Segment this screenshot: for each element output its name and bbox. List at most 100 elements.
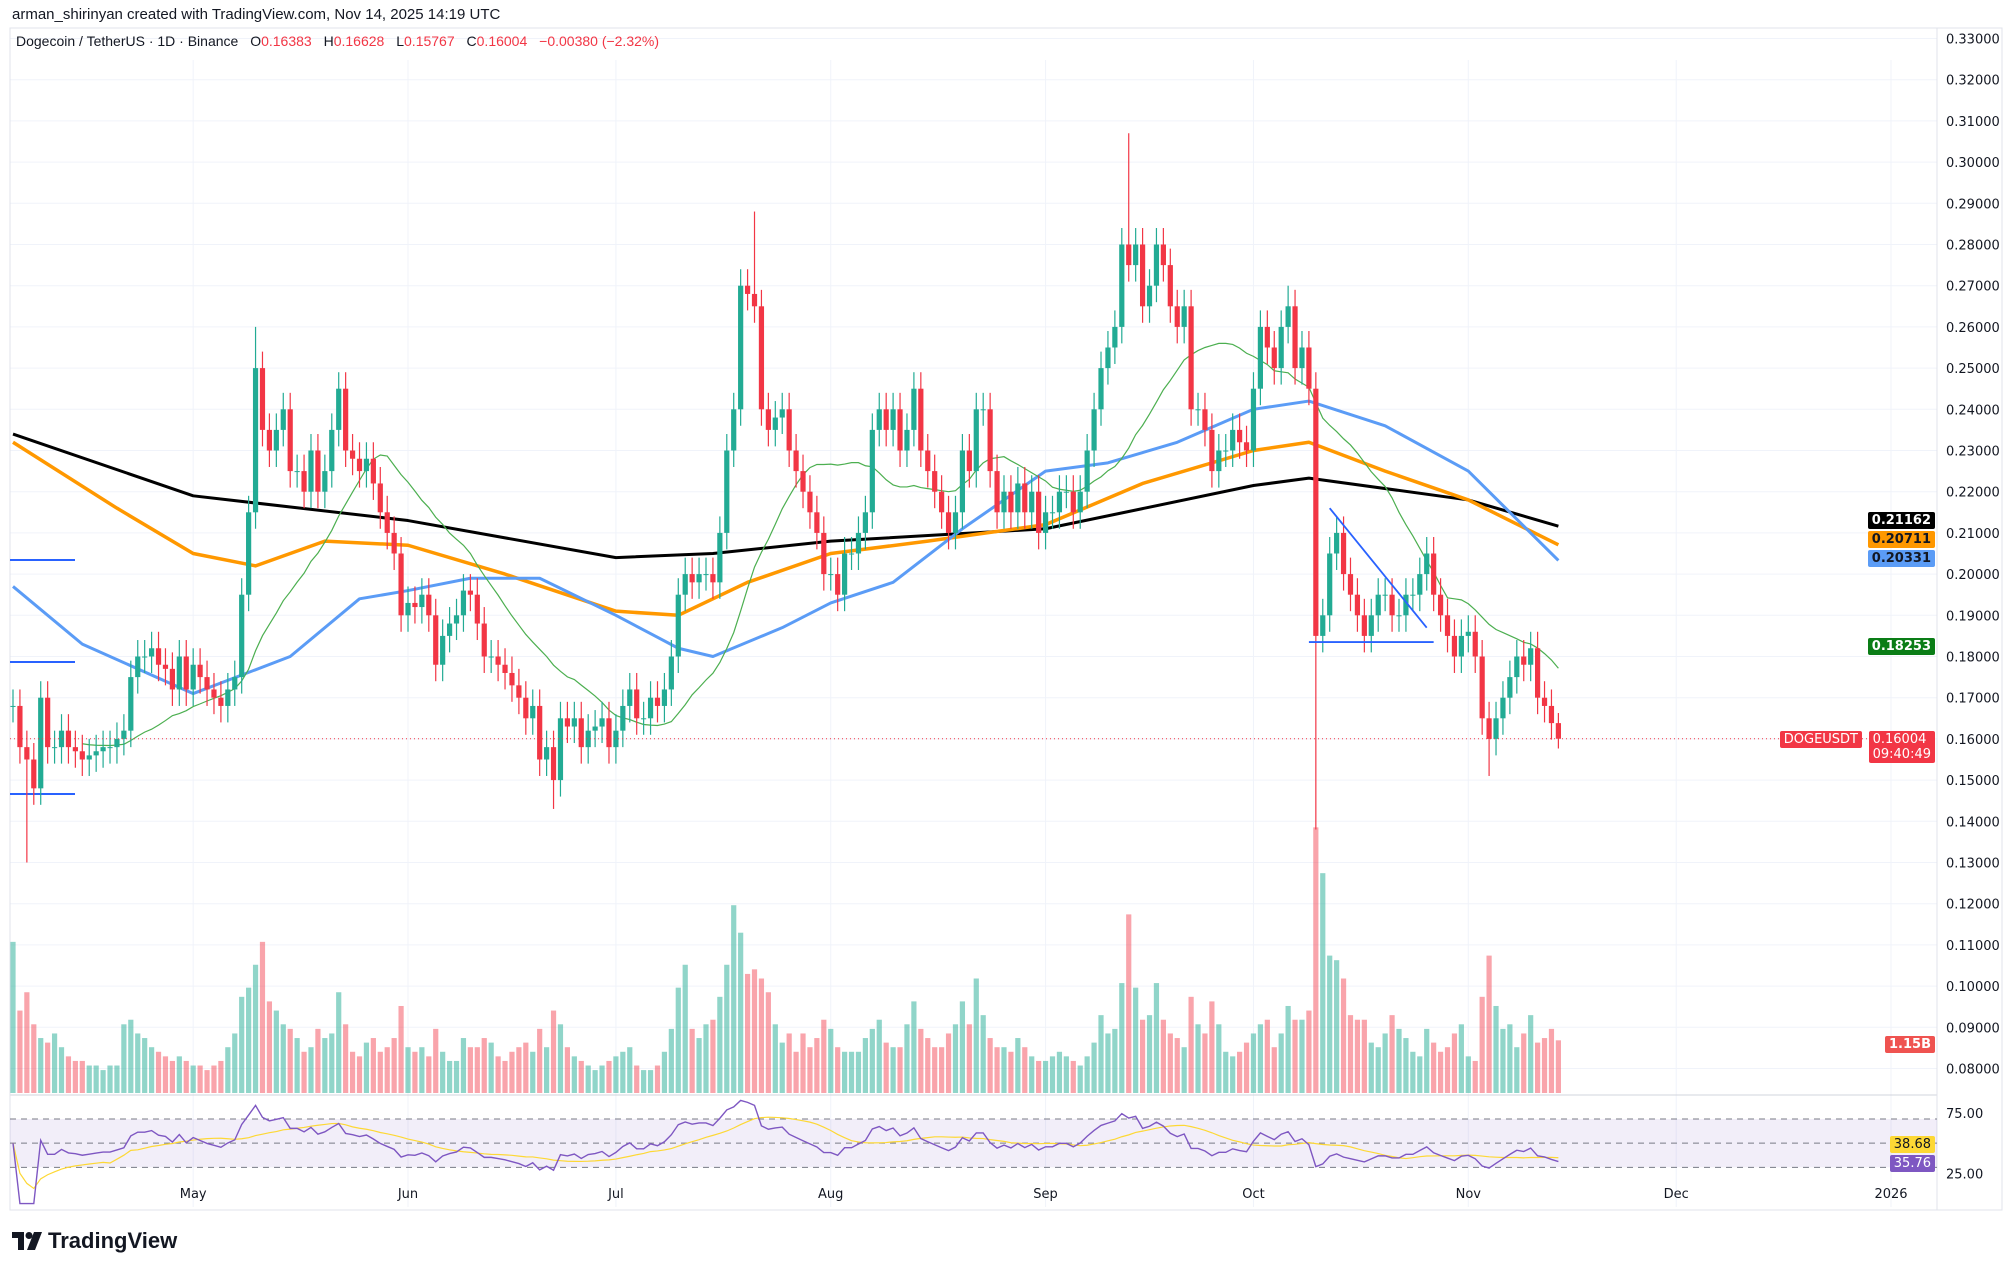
candle	[433, 598, 439, 682]
candle	[259, 351, 266, 447]
volume-bar	[613, 1056, 619, 1093]
candle-body	[668, 656, 674, 690]
candle	[509, 656, 515, 702]
volume-bar	[280, 1024, 286, 1093]
candle	[911, 372, 917, 447]
volume-bar	[1368, 1042, 1374, 1093]
candle	[426, 578, 432, 632]
candle	[668, 640, 674, 706]
candle	[1292, 289, 1298, 385]
volume-bar	[793, 1051, 799, 1093]
candle-body	[1271, 347, 1277, 369]
volume-bar	[169, 1060, 175, 1093]
volume-bar	[689, 1028, 695, 1093]
candle-body	[606, 718, 612, 748]
volume-bar	[779, 1042, 785, 1093]
volume-bar	[72, 1060, 78, 1093]
candle	[1126, 133, 1132, 282]
candle-body	[1167, 265, 1173, 307]
candle	[218, 681, 224, 723]
candle-body	[731, 409, 737, 451]
volume-bar	[883, 1042, 889, 1093]
candle	[1271, 331, 1277, 385]
volume-bar	[966, 1024, 972, 1093]
candle-body	[412, 602, 418, 608]
candle-body	[467, 590, 473, 595]
volume-bar	[772, 1024, 778, 1093]
candle	[592, 710, 598, 748]
volume-bar	[654, 1065, 661, 1093]
candle	[1264, 310, 1270, 364]
volume-bar	[959, 1001, 966, 1093]
candle	[1167, 248, 1173, 323]
candle-body	[1535, 648, 1541, 698]
volume-bar	[751, 969, 758, 1093]
volume-bar	[1479, 996, 1485, 1093]
volume-bar	[412, 1051, 418, 1093]
candle-body	[1015, 483, 1021, 513]
candle	[460, 574, 467, 632]
volume-bar	[738, 932, 744, 1093]
candle	[294, 454, 300, 488]
close-value: 0.16004	[476, 33, 528, 49]
candle	[814, 495, 820, 550]
candle-body	[266, 429, 273, 451]
candle-body	[155, 648, 162, 665]
volume-bar	[571, 1056, 577, 1093]
candle	[100, 730, 106, 768]
open-value: 0.16383	[261, 33, 312, 49]
volume-bar	[703, 1024, 709, 1093]
candle	[1105, 331, 1111, 385]
candle-body	[932, 471, 938, 492]
candle	[114, 722, 120, 764]
open-label: O	[250, 33, 262, 49]
candle-body	[100, 747, 106, 752]
symbol-title[interactable]: Dogecoin / TetherUS · 1D · Binance	[16, 33, 239, 49]
candle-body	[537, 705, 543, 760]
candle	[627, 672, 633, 723]
candle-body	[966, 450, 972, 472]
candle	[336, 372, 342, 447]
volume-bar	[578, 1060, 584, 1093]
volume-bar	[232, 1033, 238, 1093]
candle-body	[821, 532, 827, 575]
candle	[225, 672, 231, 723]
candle	[952, 495, 959, 550]
candle-body	[897, 409, 903, 451]
candle-body	[1486, 718, 1492, 739]
candle	[488, 640, 494, 673]
tradingview-logo[interactable]: TradingView	[12, 1228, 177, 1254]
candle	[1541, 681, 1548, 723]
candle	[162, 648, 169, 686]
candle-body	[786, 409, 792, 451]
candle-body	[45, 697, 51, 748]
candle-body	[446, 623, 453, 636]
volume-bar	[918, 1028, 924, 1093]
volume-bar	[1320, 873, 1326, 1093]
candle	[51, 730, 58, 764]
price-tick-label: 0.27000	[1946, 280, 2000, 295]
candle-body	[502, 664, 508, 673]
volume-bar	[1167, 1033, 1173, 1093]
candle	[1410, 578, 1416, 612]
candle	[793, 434, 799, 488]
candle-body	[1008, 491, 1014, 513]
volume-bar	[502, 1060, 508, 1093]
volume-bar	[682, 964, 688, 1093]
candle	[724, 434, 730, 550]
candle-body	[1126, 244, 1132, 266]
volume-bar	[557, 1024, 564, 1093]
candle	[696, 557, 702, 599]
volume-bar	[1230, 1056, 1236, 1093]
volume-bar	[876, 1019, 882, 1093]
candle-body	[79, 751, 85, 760]
high-label: H	[323, 33, 334, 49]
volume-bar	[973, 978, 979, 1093]
candle-body	[1361, 615, 1367, 636]
candle-body	[204, 677, 210, 690]
candle	[10, 689, 16, 723]
candle	[252, 326, 259, 529]
volume-bar	[765, 992, 771, 1093]
candle-body	[336, 388, 342, 430]
